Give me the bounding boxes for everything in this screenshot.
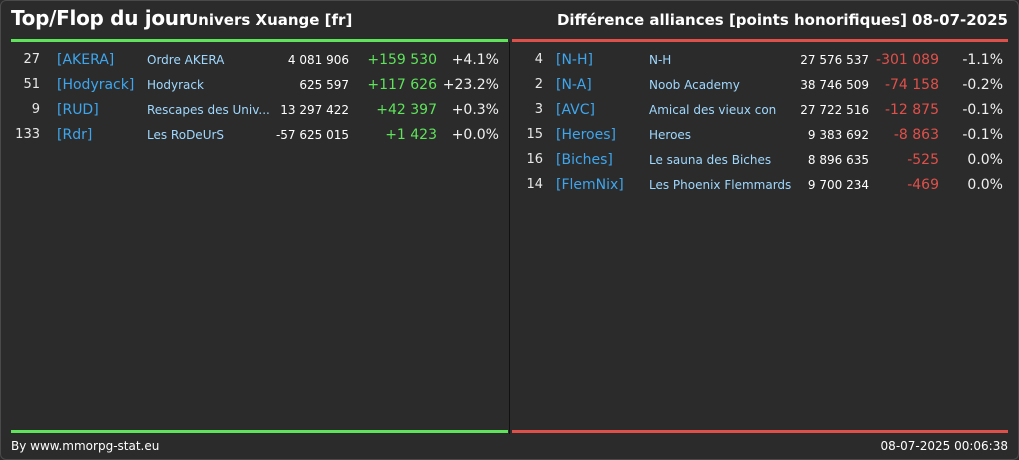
alliance-name-link[interactable]: Amical des vieux con [649,103,777,117]
top-panel: 27 [AKERA] Ordre AKERA 4 081 906 +159 53… [0,48,509,148]
table-row: 133 [Rdr] Les RoDeUrS -57 625 015 +1 423… [0,123,509,148]
percent-cell: +4.1% [451,52,499,68]
percent-cell: +23.2% [442,77,499,93]
points-cell: 9 700 234 [807,178,869,192]
points-cell: 38 746 509 [800,78,869,92]
diff-cell: +159 530 [367,52,437,68]
diff-cell: +42 397 [376,102,437,118]
rank-cell: 9 [31,102,40,117]
percent-cell: 0.0% [967,177,1003,193]
rank-cell: 15 [526,127,543,142]
points-cell: 27 722 516 [800,103,869,117]
table-row: 2 [N-A] Noob Academy 38 746 509 -74 158 … [511,73,1019,98]
points-cell: 4 081 906 [287,53,349,67]
diff-cell: -301 089 [876,52,939,68]
table-row: 16 [Biches] Le sauna des Biches 8 896 63… [511,148,1019,173]
alliance-name-link[interactable]: Les RoDeUrS [147,128,225,142]
alliance-tag-link[interactable]: [FlemNix] [556,177,624,193]
alliance-name-link[interactable]: Hodyrack [147,78,204,92]
alliance-tag-link[interactable]: [AKERA] [57,52,115,68]
top-accent-bar [11,39,508,42]
diff-cell: +117 626 [367,77,437,93]
rank-cell: 16 [526,152,543,167]
panel-divider [509,42,510,434]
alliance-tag-link[interactable]: [N-A] [556,77,592,93]
percent-cell: -0.1% [962,102,1003,118]
alliance-tag-link[interactable]: [N-H] [556,52,593,68]
rank-cell: 2 [534,77,543,92]
table-row: 15 [Heroes] Heroes 9 383 692 -8 863 -0.1… [511,123,1019,148]
diff-cell: -12 875 [884,102,939,118]
table-row: 4 [N-H] N-H 27 576 537 -301 089 -1.1% [511,48,1019,73]
alliance-tag-link[interactable]: [Biches] [556,152,613,168]
percent-cell: -0.2% [962,77,1003,93]
rank-cell: 14 [526,177,543,192]
rank-cell: 3 [534,102,543,117]
alliance-name-link[interactable]: Le sauna des Biches [649,153,772,167]
top-accent-bar-bottom [11,430,508,433]
table-row: 9 [RUD] Rescapes des Univ... 13 297 422 … [0,98,509,123]
diff-cell: -469 [907,177,939,193]
page-title: Top/Flop du jour [11,6,189,30]
rank-cell: 51 [23,77,40,92]
alliance-name-link[interactable]: Les Phoenix Flemmards [649,178,792,192]
points-cell: -57 625 015 [275,128,349,142]
universe-label: Univers Xuange [fr] [186,11,353,29]
alliance-tag-link[interactable]: [AVC] [556,102,595,118]
timestamp: 08-07-2025 00:06:38 [880,439,1008,453]
alliance-tag-link[interactable]: [Hodyrack] [57,77,135,93]
table-row: 14 [FlemNix] Les Phoenix Flemmards 9 700… [511,173,1019,198]
points-cell: 8 896 635 [807,153,869,167]
diff-cell: -525 [907,152,939,168]
flop-panel: 4 [N-H] N-H 27 576 537 -301 089 -1.1% 2 … [511,48,1019,198]
rank-cell: 4 [534,52,543,67]
alliance-name-link[interactable]: N-H [649,53,672,67]
points-cell: 625 597 [299,78,349,92]
points-cell: 13 297 422 [280,103,349,117]
diff-cell: -8 863 [893,127,939,143]
credit-link[interactable]: By www.mmorpg-stat.eu [11,439,160,453]
alliance-name-link[interactable]: Rescapes des Univ... [147,103,270,117]
percent-cell: -0.1% [962,127,1003,143]
table-row: 27 [AKERA] Ordre AKERA 4 081 906 +159 53… [0,48,509,73]
table-row: 51 [Hodyrack] Hodyrack 625 597 +117 626 … [0,73,509,98]
rank-cell: 27 [23,52,40,67]
flop-accent-bar-bottom [512,430,1008,433]
percent-cell: +0.3% [451,102,499,118]
table-row: 3 [AVC] Amical des vieux con 27 722 516 … [511,98,1019,123]
diff-cell: -74 158 [884,77,939,93]
alliance-name-link[interactable]: Noob Academy [649,78,740,92]
alliance-tag-link[interactable]: [Heroes] [556,127,616,143]
percent-cell: 0.0% [967,152,1003,168]
flop-accent-bar [512,39,1008,42]
alliance-name-link[interactable]: Heroes [649,128,692,142]
alliance-name-link[interactable]: Ordre AKERA [147,53,225,67]
category-label: Différence alliances [points honorifique… [556,11,907,29]
points-cell: 9 383 692 [807,128,869,142]
date-label: 08-07-2025 [912,11,1008,29]
alliance-tag-link[interactable]: [RUD] [57,102,99,118]
alliance-tag-link[interactable]: [Rdr] [57,127,93,143]
rank-cell: 133 [15,127,40,142]
points-cell: 27 576 537 [800,53,869,67]
diff-cell: +1 423 [385,127,437,143]
percent-cell: -1.1% [962,52,1003,68]
percent-cell: +0.0% [451,127,499,143]
header: Top/Flop du jour Univers Xuange [fr] Dif… [0,0,1019,40]
